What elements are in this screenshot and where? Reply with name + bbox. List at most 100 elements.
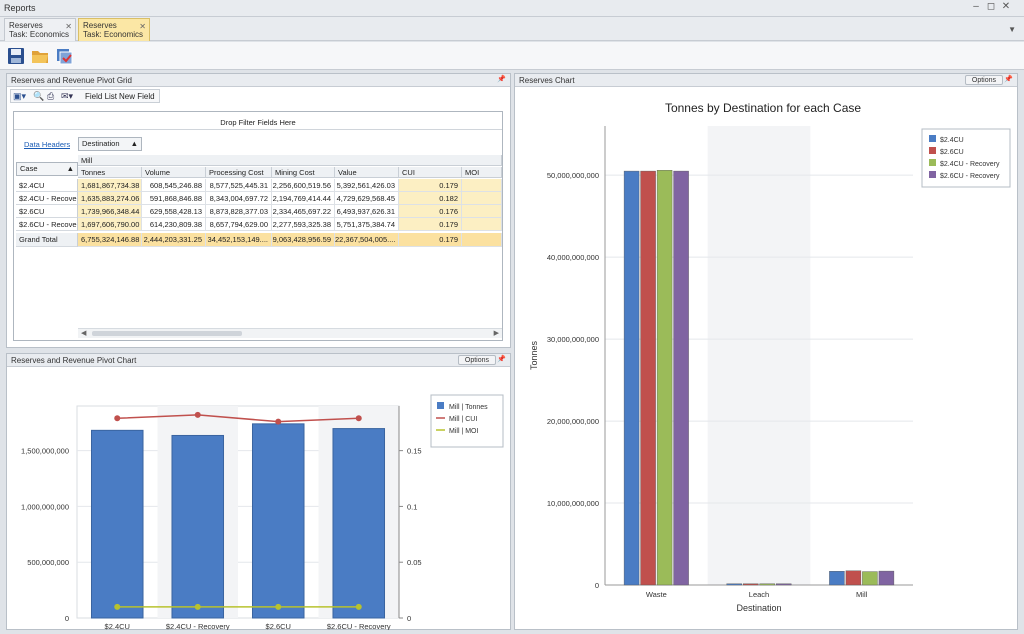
tab-line2: Task: Economics <box>9 30 70 39</box>
y-tick-label: 10,000,000,000 <box>547 499 599 508</box>
table-cell: 6,755,324,146.88 <box>78 233 142 247</box>
pivot-grid-header: Reserves and Revenue Pivot Grid 📌 <box>7 74 510 87</box>
table-cell: 8,343,004,697.72 <box>206 192 272 205</box>
row-header[interactable]: $2.4CU - Recovery <box>16 192 78 205</box>
tab-menu-chevron-icon[interactable]: ▼ <box>1008 25 1016 34</box>
y-tick-label: 30,000,000,000 <box>547 335 599 344</box>
print-icon[interactable]: ⎙ <box>47 91 55 101</box>
pivot-chart: 0 500,000,000 1,000,000,000 1,500,000,000 0 0… <box>21 394 504 630</box>
pin-icon[interactable]: 📌 <box>497 356 506 363</box>
scroll-thumb[interactable] <box>92 331 242 336</box>
y-tick-label: 50,000,000,000 <box>547 171 599 180</box>
legend-label: $2.6CU <box>940 149 964 156</box>
table-cell: 2,334,465,697.22 <box>272 205 335 218</box>
pin-icon[interactable]: 📌 <box>497 76 506 83</box>
tab-reserves-1[interactable]: Reserves Task: Economics ✕ <box>4 18 76 41</box>
x-tick-label: $2.6CU - Recovery <box>327 622 391 630</box>
table-cell: 2,194,769,414.44 <box>272 192 335 205</box>
tab-close-icon[interactable]: ✕ <box>65 22 72 31</box>
email-icon[interactable]: ✉▾ <box>61 91 74 101</box>
row-header[interactable]: $2.6CU <box>16 205 78 218</box>
column-header[interactable]: CUI <box>399 167 462 178</box>
x-tick-label: $2.6CU <box>266 622 291 630</box>
panel-title: Reserves Chart <box>519 76 575 85</box>
table-cell: 0.182 <box>399 192 462 205</box>
horizontal-scrollbar[interactable]: ◀ ▶ <box>78 328 502 338</box>
legend-swatch <box>437 402 444 409</box>
tab-reserves-2[interactable]: Reserves Task: Economics ✕ <box>78 18 150 41</box>
pivot-grid: Drop Filter Fields Here Data Headers Des… <box>13 111 503 341</box>
window-title: Reports <box>4 3 36 13</box>
table-cell: 2,256,600,519.56 <box>272 179 335 192</box>
data-point <box>275 418 282 425</box>
table-cell: 629,558,428.13 <box>142 205 206 218</box>
save-icon[interactable]: ▣▾ <box>13 91 27 101</box>
bar <box>878 570 895 586</box>
bar <box>673 170 689 586</box>
close-icon[interactable]: ✕ <box>1001 1 1011 12</box>
field-list-button[interactable]: Field List <box>85 92 118 101</box>
table-cell <box>462 205 502 218</box>
bar <box>759 583 775 586</box>
zoom-icon[interactable]: 🔍 <box>33 91 45 101</box>
pivot-chart-panel: Reserves and Revenue Pivot Chart Options… <box>6 353 511 630</box>
grand-total-label[interactable]: Grand Total <box>16 233 78 247</box>
x-tick-label: Mill <box>856 590 868 599</box>
table-cell: 5,392,561,426.03 <box>335 179 399 192</box>
column-header[interactable]: Mining Cost <box>272 167 335 178</box>
data-point <box>114 415 121 422</box>
bar <box>623 170 640 586</box>
data-point <box>275 603 282 610</box>
table-cell: 2,277,593,325.38 <box>272 218 335 231</box>
x-tick-label: Leach <box>749 590 769 599</box>
data-point <box>355 603 362 610</box>
row-header[interactable]: $2.6CU - Recovery <box>16 218 78 231</box>
scroll-left-icon[interactable]: ◀ <box>81 330 87 337</box>
bar <box>845 570 862 586</box>
data-point <box>114 603 121 610</box>
data-headers-link[interactable]: Data Headers <box>24 140 71 149</box>
row-header[interactable]: $2.4CU <box>16 179 78 192</box>
reserves-chart-header: Reserves Chart Options 📌 <box>515 74 1017 87</box>
x-tick-label: Waste <box>646 590 667 599</box>
bar <box>829 571 845 586</box>
new-field-button[interactable]: New Field <box>119 92 155 101</box>
legend <box>921 128 1011 188</box>
drop-filter-area[interactable]: Drop Filter Fields Here <box>220 118 296 127</box>
y-tick-label: 1,000,000,000 <box>21 502 69 511</box>
minimize-icon[interactable]: – <box>973 1 979 12</box>
x-tick-label: $2.4CU - Recovery <box>166 622 230 630</box>
tab-close-icon[interactable]: ✕ <box>139 22 146 31</box>
field-label: Destination <box>82 139 120 148</box>
export-icon[interactable] <box>54 46 74 66</box>
table-cell: 608,545,246.88 <box>142 179 206 192</box>
table-cell: 0.179 <box>399 179 462 192</box>
table-cell: 6,493,937,626.31 <box>335 205 399 218</box>
scroll-right-icon[interactable]: ▶ <box>493 330 499 337</box>
field-label: Case <box>20 164 38 173</box>
restore-icon[interactable]: ◻ <box>986 1 996 12</box>
column-header[interactable]: MOI <box>462 167 502 178</box>
legend-swatch <box>929 159 936 166</box>
tab-line1: Reserves <box>83 21 117 30</box>
table-cell: 9,063,428,956.59 <box>272 233 335 247</box>
x-axis-label: Destination <box>736 603 781 613</box>
options-button[interactable]: Options <box>964 75 1003 85</box>
column-field-destination[interactable]: Destination ▲ <box>78 137 142 151</box>
pin-icon[interactable]: 📌 <box>1004 76 1013 83</box>
column-header[interactable]: Volume <box>142 167 206 178</box>
column-header[interactable]: Processing Cost <box>206 167 272 178</box>
panel-title: Reserves and Revenue Pivot Grid <box>11 76 132 85</box>
options-button[interactable]: Options <box>457 355 496 365</box>
column-header[interactable]: Tonnes <box>78 167 142 178</box>
save-icon[interactable] <box>6 46 26 66</box>
table-cell <box>462 192 502 205</box>
legend-label: Mill | Tonnes <box>449 404 488 411</box>
column-header[interactable]: Value <box>335 167 399 178</box>
table-cell: 1,635,883,274.06 <box>78 192 142 205</box>
row-field-case[interactable]: Case ▲ <box>16 162 78 176</box>
y-tick-label: 20,000,000,000 <box>547 417 599 426</box>
y2-tick-label: 0.05 <box>407 558 422 567</box>
open-folder-icon[interactable] <box>30 46 50 66</box>
bar <box>171 434 225 619</box>
